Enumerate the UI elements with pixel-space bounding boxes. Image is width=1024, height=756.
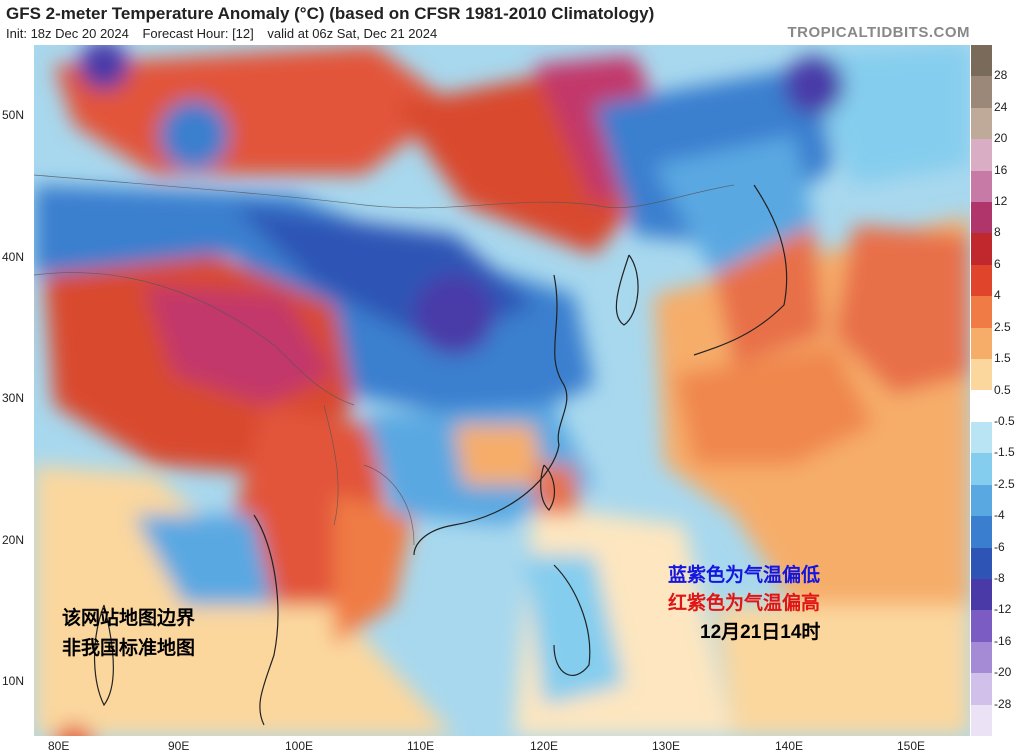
colorbar-segment: [971, 264, 992, 297]
lon-label-140e: 140E: [775, 739, 804, 753]
anomaly-field: [34, 45, 970, 736]
colorbar-tick-label: -4: [994, 508, 1005, 523]
colorbar-tick-label: -16: [994, 633, 1012, 648]
lon-label-80e: 80E: [48, 739, 70, 753]
colorbar-tick-label: 28: [994, 68, 1008, 83]
colorbar-segment: [971, 327, 992, 360]
colorbar-tick-label: -12: [994, 602, 1012, 617]
colorbar-segment: [971, 453, 992, 485]
colorbar-tick-label: -0.5: [994, 413, 1015, 428]
annotation-date: 12月21日14时: [700, 622, 821, 643]
colorbar-segment: [971, 704, 992, 736]
lat-label-10n: 10N: [2, 674, 25, 688]
colorbar-segment: [971, 673, 992, 705]
colorbar-tick-label: 16: [994, 162, 1008, 177]
lon-label-120e: 120E: [530, 739, 559, 753]
lat-label-30n: 30N: [2, 391, 25, 405]
brand-watermark: TROPICALTIDBITS.COM: [787, 24, 970, 41]
colorbar-segment: [971, 233, 992, 265]
annotation-cold-text: 蓝紫色为气温偏低: [668, 565, 821, 586]
anomaly-map: [34, 45, 970, 736]
annotation-cold: 蓝紫色为气温偏低: [668, 560, 820, 587]
colorbar-tick-label: -20: [994, 665, 1012, 680]
colorbar-tick-label: -28: [994, 696, 1012, 711]
annotation-warm: 红紫色为气温偏高: [668, 588, 820, 615]
colorbar-segment: [971, 107, 992, 140]
lon-label-100e: 100E: [285, 739, 314, 753]
colorbar-tick-label: 1.5: [994, 351, 1011, 366]
lon-label-110e: 110E: [407, 739, 435, 753]
colorbar-tick-label: -6: [994, 539, 1005, 554]
colorbar-segment: [971, 547, 992, 579]
colorbar-segment: [971, 610, 992, 642]
colorbar-tick-label: 4: [994, 288, 1001, 303]
colorbar-segment: [971, 421, 992, 454]
colorbar-segment: [971, 76, 992, 108]
colorbar-segment: [971, 202, 992, 234]
colorbar-segment: [971, 578, 992, 611]
disclaimer-line2: 非我国标准地图: [62, 638, 196, 659]
colorbar-tick-label: 20: [994, 131, 1008, 146]
lon-label-90e: 90E: [168, 739, 190, 753]
lat-label-50n: 50N: [2, 108, 25, 122]
colorbar-segment: [971, 359, 992, 391]
disclaimer-line1: 该网站地图边界: [62, 608, 196, 629]
forecast-hour: Forecast Hour: [12]: [142, 26, 254, 41]
lon-label-130e: 130E: [652, 739, 681, 753]
lat-label-20n: 20N: [2, 533, 25, 547]
colorbar-segment: [971, 641, 992, 674]
colorbar-tick-label: 6: [994, 256, 1001, 271]
map-subtitle: Init: 18z Dec 20 2024 Forecast Hour: [12…: [6, 26, 447, 41]
colorbar-segment: [971, 139, 992, 171]
lon-label-150e: 150E: [897, 739, 926, 753]
colorbar-tick-label: 24: [994, 99, 1008, 114]
colorbar-tick-label: 12: [994, 194, 1008, 209]
colorbar: [971, 45, 992, 736]
colorbar-tick-label: 8: [994, 225, 1001, 240]
valid-time: valid at 06z Sat, Dec 21 2024: [267, 26, 438, 41]
colorbar-segment: [971, 516, 992, 548]
colorbar-segment: [971, 170, 992, 203]
map-title: GFS 2-meter Temperature Anomaly (°C) (ba…: [6, 4, 655, 23]
colorbar-segment: [971, 296, 992, 328]
colorbar-segment: [971, 45, 992, 77]
colorbar-tick-label: -2.5: [994, 476, 1015, 491]
colorbar-tick-label: 2.5: [994, 319, 1011, 334]
init-time: Init: 18z Dec 20 2024: [6, 26, 129, 41]
lat-label-40n: 40N: [2, 250, 25, 264]
colorbar-tick-label: -1.5: [994, 445, 1015, 460]
colorbar-segment: [971, 390, 992, 422]
colorbar-tick-label: -8: [994, 570, 1005, 585]
colorbar-tick-label: 0.5: [994, 382, 1011, 397]
annotation-warm-text: 红紫色为气温偏高: [668, 593, 821, 614]
colorbar-segment: [971, 484, 992, 517]
